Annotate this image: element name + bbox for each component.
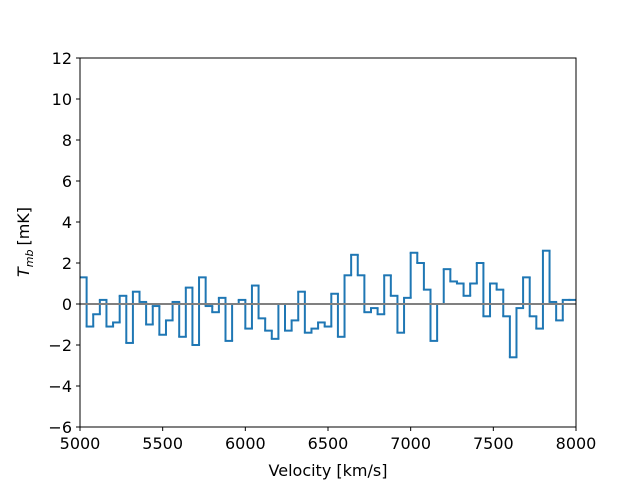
x-tick-label: 7500 — [473, 434, 514, 453]
x-axis-label: Velocity [km/s] — [269, 461, 388, 480]
y-tick-label: 12 — [52, 49, 72, 68]
y-tick-label: 8 — [62, 131, 72, 150]
plot-frame — [79, 57, 577, 428]
y-tick-label: 10 — [52, 90, 72, 109]
x-tick-label: 7000 — [390, 434, 431, 453]
y-tick-label: 0 — [62, 295, 72, 314]
x-tick-label: 6500 — [308, 434, 349, 453]
x-tick-label: 6000 — [225, 434, 266, 453]
y-tick-label: −6 — [48, 418, 72, 437]
y-tick-label: 6 — [62, 172, 72, 191]
y-tick-label: 2 — [62, 254, 72, 273]
y-tick-label: 4 — [62, 213, 72, 232]
x-tick-label: 5500 — [142, 434, 183, 453]
y-axis-label: Tmb [mK] — [14, 207, 36, 277]
x-tick-label: 8000 — [556, 434, 597, 453]
y-label-subscript: mb — [23, 250, 36, 268]
x-tick-label: 5000 — [60, 434, 101, 453]
y-label-unit: [mK] — [14, 207, 33, 246]
y-label-symbol: T — [14, 266, 33, 277]
y-tick-label: −4 — [48, 377, 72, 396]
y-tick-label: −2 — [48, 336, 72, 355]
